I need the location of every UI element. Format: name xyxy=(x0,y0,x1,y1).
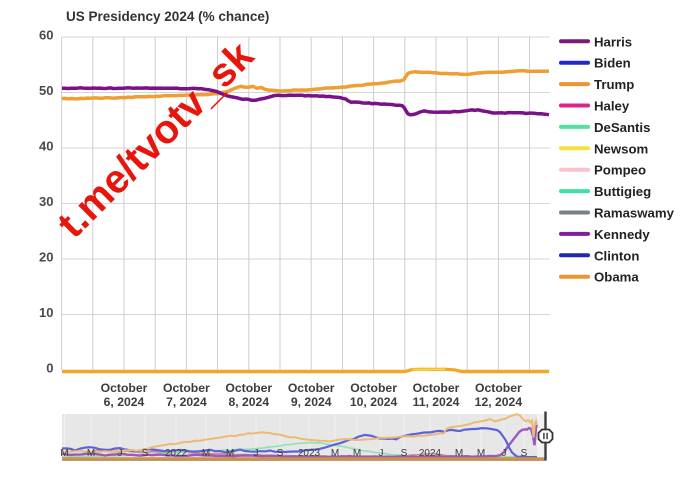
svg-text:20: 20 xyxy=(39,250,53,265)
svg-text:40: 40 xyxy=(39,139,53,154)
svg-text:2023: 2023 xyxy=(298,448,321,459)
svg-text:2024: 2024 xyxy=(419,448,442,459)
svg-text:J: J xyxy=(254,448,259,459)
svg-text:Harris: Harris xyxy=(594,34,632,49)
svg-text:S: S xyxy=(142,448,149,459)
svg-text:Ramaswamy: Ramaswamy xyxy=(594,206,675,221)
svg-text:Clinton: Clinton xyxy=(594,248,639,263)
svg-text:10: 10 xyxy=(39,305,53,320)
svg-text:0: 0 xyxy=(46,361,53,376)
svg-text:8, 2024: 8, 2024 xyxy=(228,395,269,409)
svg-text:50: 50 xyxy=(39,83,53,98)
svg-text:Newsom: Newsom xyxy=(594,141,648,156)
svg-text:October: October xyxy=(288,381,335,395)
svg-text:J: J xyxy=(118,448,123,459)
svg-text:6, 2024: 6, 2024 xyxy=(104,395,145,409)
svg-text:S: S xyxy=(401,448,408,459)
svg-text:J: J xyxy=(502,448,507,459)
svg-text:M: M xyxy=(87,448,95,459)
svg-text:11, 2024: 11, 2024 xyxy=(413,395,460,409)
svg-text:60: 60 xyxy=(39,28,53,43)
svg-text:Kennedy: Kennedy xyxy=(594,227,650,242)
svg-text:M: M xyxy=(455,448,463,459)
svg-text:S: S xyxy=(521,448,528,459)
svg-text:J: J xyxy=(379,448,384,459)
svg-text:October: October xyxy=(350,381,397,395)
svg-text:Buttigieg: Buttigieg xyxy=(594,184,651,199)
svg-text:M: M xyxy=(331,448,339,459)
svg-text:October: October xyxy=(413,381,460,395)
svg-text:Obama: Obama xyxy=(594,270,639,285)
svg-text:October: October xyxy=(225,381,272,395)
svg-text:S: S xyxy=(277,448,284,459)
svg-text:Haley: Haley xyxy=(594,99,630,114)
svg-text:DeSantis: DeSantis xyxy=(594,120,650,135)
svg-text:October: October xyxy=(101,381,148,395)
svg-text:Biden: Biden xyxy=(594,56,631,71)
svg-text:US Presidency 2024 (% chance): US Presidency 2024 (% chance) xyxy=(66,9,269,24)
svg-text:M: M xyxy=(477,448,485,459)
svg-text:October: October xyxy=(163,381,210,395)
svg-text:12, 2024: 12, 2024 xyxy=(475,395,523,409)
svg-text:Pompeo: Pompeo xyxy=(594,163,646,178)
svg-text:10, 2024: 10, 2024 xyxy=(350,395,398,409)
svg-text:9, 2024: 9, 2024 xyxy=(291,395,332,409)
svg-text:M: M xyxy=(60,448,68,459)
svg-text:M: M xyxy=(226,448,234,459)
svg-text:Trump: Trump xyxy=(594,77,634,92)
svg-text:M: M xyxy=(353,448,361,459)
svg-text:7, 2024: 7, 2024 xyxy=(166,395,207,409)
svg-text:M: M xyxy=(202,448,210,459)
svg-text:30: 30 xyxy=(39,194,53,209)
svg-text:October: October xyxy=(475,381,522,395)
svg-text:2022: 2022 xyxy=(165,448,188,459)
